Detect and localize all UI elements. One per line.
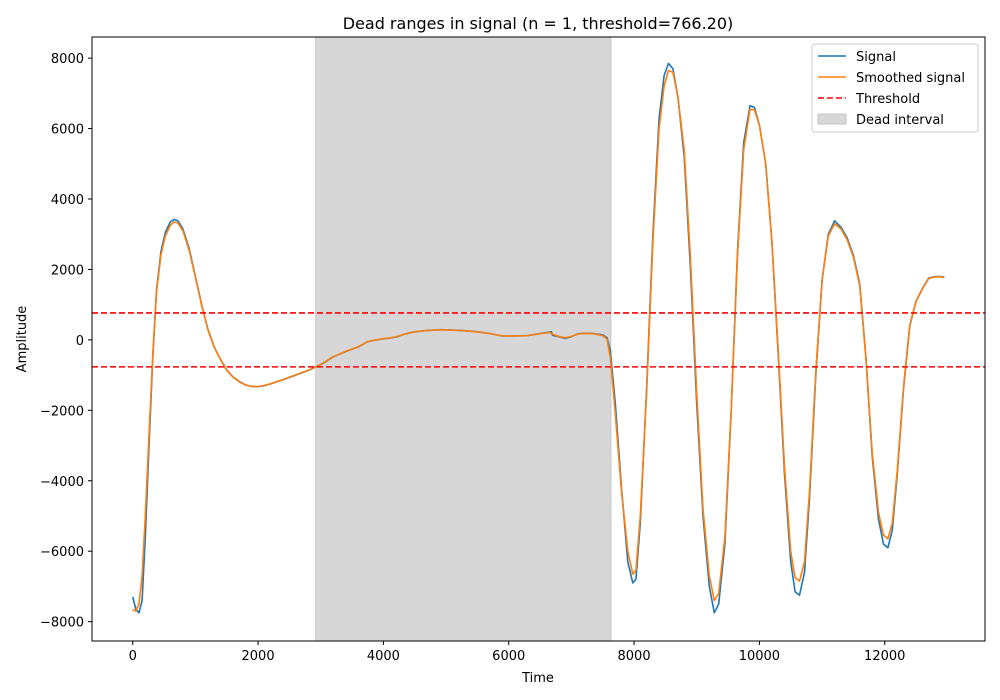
dead-interval-0: [315, 37, 612, 641]
y-tick-label: −2000: [40, 404, 84, 419]
plot-area-frame: [91, 36, 986, 642]
legend-label-threshold: Threshold: [855, 92, 920, 107]
chart-title: Dead ranges in signal (n = 1, threshold=…: [343, 14, 734, 33]
legend-box: [811, 43, 979, 133]
y-tick-label: 8000: [51, 52, 84, 67]
legend-label-dead: Dead interval: [856, 113, 944, 128]
x-tick-label: 2000: [242, 649, 275, 664]
threshold-layer: [92, 312, 985, 368]
dead-interval-layer: [315, 37, 612, 641]
x-tick-label: 6000: [492, 649, 525, 664]
legend-swatch-dead: [817, 113, 847, 125]
series-line-smoothed: [132, 69, 945, 612]
y-tick-label: 0: [76, 334, 84, 349]
y-tick-label: −8000: [40, 616, 84, 631]
y-tick-label: 2000: [51, 263, 84, 278]
y-axis-ticks: −8000 −6000 −4000 −2000 0 2000 4000 6000 8000: [40, 52, 92, 631]
y-axis-label: Amplitude: [15, 306, 30, 373]
y-tick-label: −6000: [40, 545, 84, 560]
series-layer: [131, 62, 945, 614]
x-axis-label: Time: [521, 671, 554, 686]
x-tick-label: 8000: [618, 649, 651, 664]
x-tick-label: 0: [129, 649, 137, 664]
legend-label-signal: Signal: [856, 50, 896, 65]
x-tick-label: 12000: [864, 649, 905, 664]
y-tick-label: −4000: [40, 475, 84, 490]
x-tick-label: 10000: [739, 649, 780, 664]
x-axis-ticks: 0 2000 4000 6000 8000 10000 12000: [129, 641, 905, 664]
legend-label-smoothed: Smoothed signal: [856, 71, 965, 86]
y-tick-label: 4000: [51, 193, 84, 208]
y-tick-label: 6000: [51, 123, 84, 138]
legend: Signal Smoothed signal Threshold Dead inter…: [811, 43, 979, 133]
x-tick-label: 4000: [367, 649, 400, 664]
